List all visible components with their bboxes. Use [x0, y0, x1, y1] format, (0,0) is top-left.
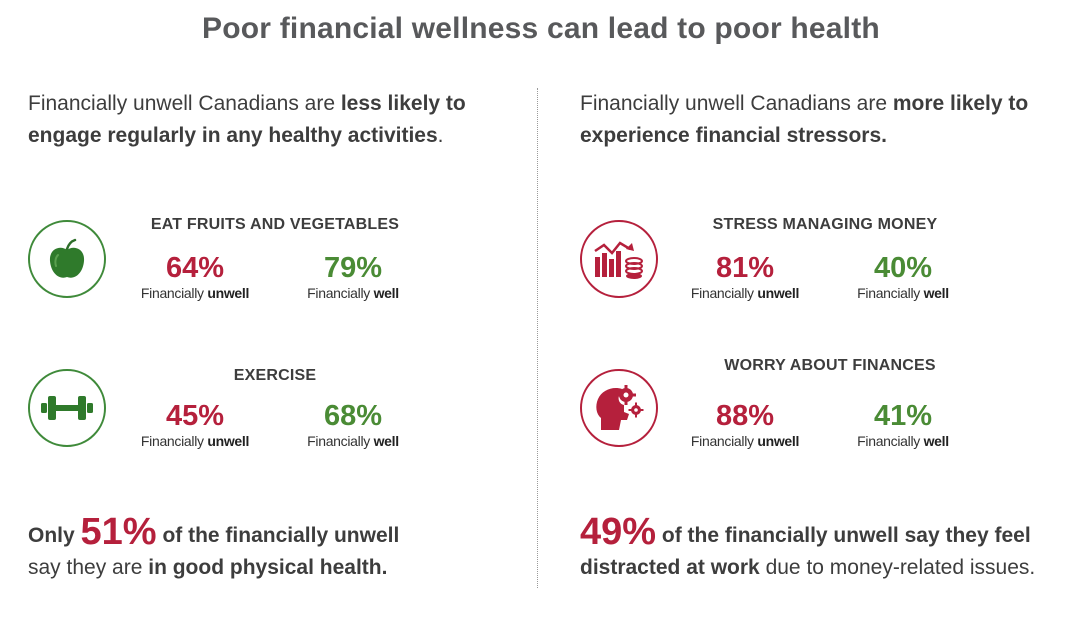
callout-percent: 49%	[580, 511, 657, 553]
apple-icon	[49, 238, 85, 278]
stat-label: Financially unwell	[690, 433, 800, 449]
money-chart-icon	[594, 241, 643, 279]
stat-title-worry: WORRY ABOUT FINANCES	[724, 357, 936, 374]
stat-value: 45%	[165, 400, 225, 432]
stat-title-stress: STRESS MANAGING MONEY	[712, 216, 938, 233]
page-title: Poor financial wellness can lead to poor…	[202, 12, 880, 45]
stat-value: 40%	[873, 252, 933, 284]
money-chart-icon-circle	[580, 220, 658, 298]
stat-title-exercise: EXERCISE	[233, 367, 317, 384]
right-intro: Financially unwell Canadians are more li…	[580, 88, 1050, 152]
dumbbell-icon-circle	[28, 369, 106, 447]
left-intro-text: Financially unwell Canadians are	[28, 92, 341, 115]
stat-fruits-well: 79% Financially well	[278, 252, 428, 302]
left-intro-end: .	[437, 124, 444, 147]
left-bottom-line2: say they are in good physical health.	[28, 556, 388, 579]
stat-value: 41%	[873, 400, 933, 432]
stat-label: Financially well	[857, 285, 949, 301]
stat-label: Financially well	[857, 433, 949, 449]
left-bottom-callout: Only 51% of the financially unwell say t…	[28, 511, 528, 584]
apple-icon-circle	[28, 220, 106, 298]
stat-label: Financially unwell	[140, 285, 250, 301]
stat-value: 64%	[165, 252, 225, 284]
stat-exercise-unwell: 45% Financially unwell	[120, 400, 270, 450]
stat-label: Financially well	[307, 433, 399, 449]
column-divider	[537, 88, 538, 588]
stat-value: 81%	[715, 252, 775, 284]
stat-label: Financially unwell	[140, 433, 250, 449]
stat-label: Financially well	[307, 285, 399, 301]
head-gears-icon	[596, 385, 644, 430]
right-bottom-line2: distracted at work due to money-related …	[580, 556, 1036, 579]
left-intro: Financially unwell Canadians are less li…	[28, 88, 508, 152]
right-bottom-callout: 49% of the financially unwell say they f…	[580, 511, 1075, 584]
dumbbell-icon	[41, 396, 93, 420]
stat-stress-unwell: 81% Financially unwell	[670, 252, 820, 302]
stat-value: 79%	[323, 252, 383, 284]
right-intro-bold: more likely to experience financial stre…	[580, 92, 1029, 147]
stat-title-fruits: EAT FRUITS AND VEGETABLES	[150, 216, 400, 233]
stat-worry-unwell: 88% Financially unwell	[670, 400, 820, 450]
stat-label: Financially unwell	[690, 285, 800, 301]
head-gears-icon-circle	[580, 369, 658, 447]
stat-worry-well: 41% Financially well	[828, 400, 978, 450]
callout-percent: 51%	[80, 511, 157, 553]
right-bottom-line1: 49% of the financially unwell say they f…	[580, 511, 1031, 553]
stat-fruits-unwell: 64% Financially unwell	[120, 252, 270, 302]
stat-value: 88%	[715, 400, 775, 432]
left-bottom-line1: Only 51% of the financially unwell	[28, 511, 400, 553]
left-intro-bold: less likely to engage regularly in any h…	[28, 92, 466, 147]
stat-value: 68%	[323, 400, 383, 432]
right-intro-text: Financially unwell Canadians are	[580, 92, 893, 115]
stat-stress-well: 40% Financially well	[828, 252, 978, 302]
stat-exercise-well: 68% Financially well	[278, 400, 428, 450]
